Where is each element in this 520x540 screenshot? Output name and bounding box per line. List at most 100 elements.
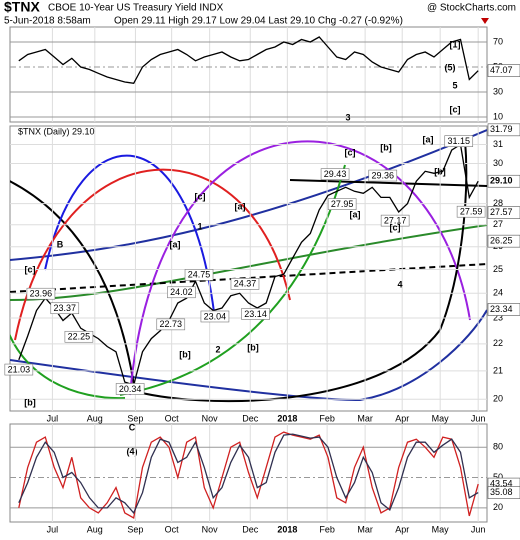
value-tag-label: 35.08 <box>490 487 513 497</box>
x-tick-label: 2018 <box>277 413 297 423</box>
price-label: 21.03 <box>4 363 34 376</box>
horizontal-line <box>289 179 487 187</box>
wave-label: [b] <box>179 349 191 359</box>
security-name: CBOE 10-Year US Treasury Yield INDX <box>48 3 224 14</box>
series-line <box>18 431 479 520</box>
wave-label: 2 <box>215 344 220 354</box>
blue-arc <box>44 154 216 321</box>
x-tick-label: Apr <box>395 413 409 423</box>
price-label-text: 27.59 <box>460 207 483 217</box>
y-tick-label: 22 <box>493 338 503 348</box>
stoch-panel <box>9 423 488 523</box>
x-tick-label: Mar <box>357 413 373 423</box>
upper-band <box>10 129 487 261</box>
legend: $TNX (Daily) 29.10 <box>18 126 95 136</box>
quote: Open 29.11 High 29.17 Low 29.04 Last 29.… <box>114 16 403 27</box>
price-label-text: 24.37 <box>234 279 257 289</box>
x-tick-label: May <box>432 413 450 423</box>
price-label-box <box>320 168 350 180</box>
wave-label: [c] <box>25 264 36 274</box>
value-tag-box <box>487 206 520 219</box>
price-label-text: 27.95 <box>331 199 354 209</box>
wave-label: [c] <box>345 147 356 157</box>
x-tick-label: Sep <box>127 413 143 423</box>
price-label-box <box>368 169 398 182</box>
y-tick-label: 31 <box>493 139 503 149</box>
price-label: 23.96 <box>26 287 56 300</box>
x-tick-label: Dec <box>242 413 259 423</box>
x-tick-label: Jul <box>47 524 59 534</box>
value-tag: 47.07 <box>487 64 520 77</box>
date: 5-Jun-2018 8:58am <box>4 16 91 27</box>
value-tag: 27.57 <box>487 206 520 219</box>
wave-label: [1] <box>450 39 461 49</box>
price-label-box <box>241 308 270 320</box>
x-tick-label: Feb <box>319 413 335 423</box>
price-label-box <box>115 383 145 395</box>
price-label-box <box>50 302 80 315</box>
x-tick-label: Oct <box>165 413 180 423</box>
wave-label: [a] <box>170 239 181 249</box>
y-tick-label: 20 <box>493 394 503 404</box>
price-label-box <box>184 269 214 281</box>
price-label-box <box>327 198 357 210</box>
x-tick-label: Nov <box>202 524 219 534</box>
y-tick-label: 50 <box>493 472 503 482</box>
x-tick-label: Nov <box>202 413 219 423</box>
value-tag-label: 43.54 <box>490 478 513 488</box>
price-label: 24.02 <box>167 286 196 299</box>
series-line <box>18 143 479 386</box>
price-label-box <box>200 310 230 323</box>
value-tag-label: 29.10 <box>490 176 513 186</box>
wave-label: 4 <box>397 279 402 289</box>
value-tag: 26.25 <box>487 234 520 248</box>
value-tag-label: 23.34 <box>490 304 513 314</box>
y-tick-label: 28 <box>493 198 503 208</box>
symbol: $TNX <box>4 0 40 15</box>
x-tick-label: Aug <box>87 524 103 534</box>
y-tick-label: 23 <box>493 312 503 322</box>
brand: @ StockCharts.com <box>427 3 516 14</box>
value-tag-box <box>487 64 520 77</box>
price-label-text: 22.73 <box>160 319 183 329</box>
price-label-text: 21.03 <box>8 364 31 374</box>
y-tick-label: 80 <box>493 442 503 452</box>
price-label: 22.73 <box>156 318 186 331</box>
price-label: 27.17 <box>380 214 410 227</box>
price-panel <box>9 125 488 412</box>
price-label-text: 23.04 <box>204 311 227 321</box>
price-label: 23.04 <box>200 310 230 323</box>
price-label: 29.36 <box>368 169 398 182</box>
price-label: 27.95 <box>327 198 357 210</box>
wave-label: 3 <box>345 112 350 122</box>
value-tag: 29.10 <box>487 174 520 188</box>
price-label-box <box>230 278 260 290</box>
value-tag: 35.08 <box>487 486 520 499</box>
price-label-text: 24.02 <box>170 287 193 297</box>
wave-label: 5 <box>452 80 457 90</box>
price-label-box <box>456 205 486 218</box>
price-label-text: 22.25 <box>68 332 91 342</box>
price-label-text: 23.14 <box>244 309 267 319</box>
wave-label: 1 <box>197 221 202 231</box>
series-line <box>18 433 479 515</box>
price-label-text: 24.75 <box>188 270 211 280</box>
wave-label: [a] <box>423 134 434 144</box>
rsi-panel <box>9 26 488 123</box>
price-label-text: 27.17 <box>384 216 407 226</box>
wave-label: B <box>57 239 64 249</box>
x-tick-label: Jun <box>471 524 486 534</box>
price-label: 23.14 <box>241 308 270 320</box>
x-tick-label: Oct <box>165 524 180 534</box>
price-label-box <box>26 287 56 300</box>
wave-label: [a] <box>235 201 246 211</box>
green-arc-left <box>10 333 126 400</box>
value-tag-box <box>487 303 520 316</box>
black-arc <box>10 180 136 393</box>
y-tick-label: 27 <box>493 219 503 229</box>
wave-label: [c] <box>450 104 461 114</box>
down-arrow <box>481 18 489 24</box>
price-label-text: 31.15 <box>447 136 470 146</box>
price-label-text: 20.34 <box>119 384 142 394</box>
y-tick-label: 70 <box>493 36 503 46</box>
